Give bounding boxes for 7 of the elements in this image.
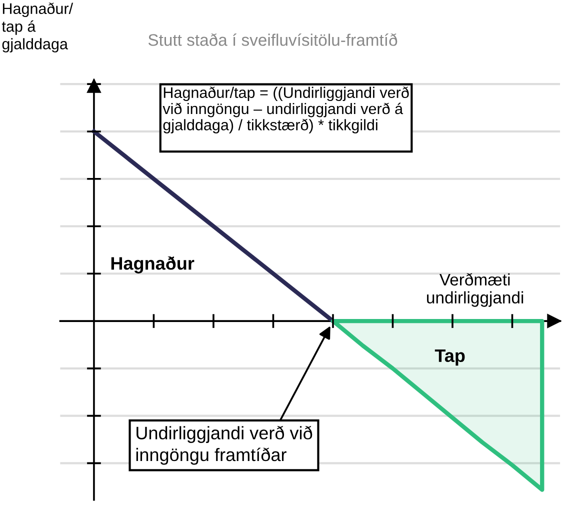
chart-title: Stutt staða í sveifluvísitölu-framtíð — [148, 33, 398, 46]
annotation: Hagnaður — [111, 256, 194, 274]
text: Hagnaður/ tap á gjalddaga — [2, 2, 74, 52]
annotation: Undirliggjandi verð við inngöngu framtíðar — [136, 426, 312, 465]
annotation: Tap — [434, 349, 465, 366]
annotation: Hagnaður/tap = ((Undirliggjandi verð við inngöngu – undirliggjandi verð á gjalddaga) / tikkstærð) * tikkgildi — [162, 86, 409, 134]
x-axis-title: Verðmæti undirliggjandi — [427, 273, 524, 307]
